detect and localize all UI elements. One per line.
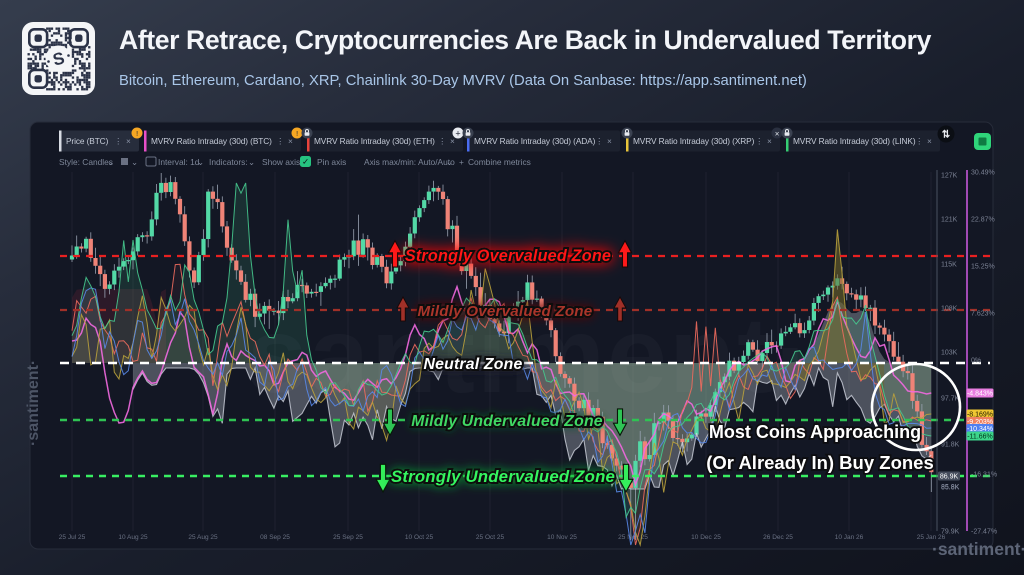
svg-text:Strongly Overvalued Zone: Strongly Overvalued Zone (405, 247, 611, 265)
svg-text:15.25%: 15.25% (971, 264, 995, 271)
svg-text:⋮: ⋮ (438, 136, 446, 146)
svg-text:⋮: ⋮ (595, 136, 603, 146)
svg-text:×: × (450, 136, 455, 146)
svg-text:×: × (767, 136, 772, 146)
svg-text:(Or Already In) Buy Zones: (Or Already In) Buy Zones (706, 452, 934, 473)
svg-text:85.8K: 85.8K (941, 484, 960, 491)
svg-text:Axis max/min: Auto/Auto: Axis max/min: Auto/Auto (364, 157, 455, 167)
svg-text:Bitcoin, Ethereum, Cardano, XR: Bitcoin, Ethereum, Cardano, XRP, Chainli… (119, 73, 807, 89)
svg-text:85.8K: 85.8K (941, 485, 960, 492)
svg-text:Most Coins Approaching: Most Coins Approaching (709, 422, 921, 442)
svg-text:·santiment·: ·santiment· (932, 539, 1024, 559)
svg-text:⋮: ⋮ (915, 136, 923, 146)
svg-text:-27.47%: -27.47% (971, 529, 997, 536)
svg-text:⌄: ⌄ (131, 157, 138, 167)
svg-text:+: + (459, 157, 464, 167)
svg-text:10 Aug 25: 10 Aug 25 (118, 534, 148, 541)
svg-text:7.623%: 7.623% (971, 311, 995, 318)
svg-text:⋮: ⋮ (114, 136, 122, 146)
svg-text:-10.34%: -10.34% (967, 426, 993, 433)
svg-text:26 Dec 25: 26 Dec 25 (763, 534, 793, 541)
svg-text:×: × (288, 136, 293, 146)
svg-text:×: × (927, 136, 932, 146)
svg-text:×: × (775, 130, 780, 139)
svg-text:121K: 121K (941, 217, 958, 224)
svg-text:⋮: ⋮ (276, 136, 284, 146)
svg-text:25 Jul 25: 25 Jul 25 (59, 534, 86, 541)
svg-text:127K: 127K (941, 173, 958, 180)
svg-text:25 Oct 25: 25 Oct 25 (476, 534, 505, 541)
svg-text:!: ! (296, 131, 298, 138)
svg-text:MVRV Ratio Intraday (30d) (ETH: MVRV Ratio Intraday (30d) (ETH) (314, 136, 435, 146)
svg-text:Strongly Undervalued Zone: Strongly Undervalued Zone (391, 467, 615, 486)
svg-text:Interval: 1d: Interval: 1d (158, 157, 200, 167)
svg-text:0%: 0% (971, 358, 981, 365)
svg-text:Mildly Undervalued Zone: Mildly Undervalued Zone (411, 413, 603, 430)
svg-text:+: + (455, 129, 460, 139)
svg-text:10 Jan 26: 10 Jan 26 (835, 534, 864, 541)
svg-text:25 Jan 26: 25 Jan 26 (917, 534, 946, 541)
svg-text:Price (BTC): Price (BTC) (66, 136, 109, 146)
svg-text:79.9K: 79.9K (941, 529, 960, 536)
svg-text:MVRV Ratio Intraday (30d) (ADA: MVRV Ratio Intraday (30d) (ADA) (474, 136, 596, 146)
svg-text:Mildly Overvalued Zone: Mildly Overvalued Zone (418, 303, 593, 320)
svg-text:×: × (607, 136, 612, 146)
svg-text:10 Nov 25: 10 Nov 25 (547, 534, 577, 541)
svg-text:22.87%: 22.87% (971, 217, 995, 224)
svg-text:-9.203%: -9.203% (967, 419, 993, 426)
svg-text:Style: Candles: Style: Candles (59, 157, 113, 167)
svg-text:25 Sep 25: 25 Sep 25 (333, 534, 363, 541)
svg-text:-8.169%: -8.169% (967, 412, 993, 419)
svg-text:×: × (126, 136, 131, 146)
svg-text:Pin axis: Pin axis (317, 157, 346, 167)
svg-text:⌄: ⌄ (107, 157, 114, 167)
svg-text:⋮: ⋮ (755, 136, 763, 146)
svg-text:Neutral Zone: Neutral Zone (424, 356, 523, 373)
svg-text:86.9K: 86.9K (940, 474, 959, 481)
svg-text:⌄: ⌄ (248, 157, 255, 167)
svg-text:-11.66%: -11.66% (967, 434, 993, 441)
svg-text:⌄: ⌄ (197, 157, 204, 167)
svg-text:30.49%: 30.49% (971, 170, 995, 177)
svg-text:-16.31%: -16.31% (971, 472, 997, 479)
svg-text:25 Aug 25: 25 Aug 25 (188, 534, 218, 541)
svg-text:97.7K: 97.7K (941, 396, 960, 403)
svg-text:Show axis: Show axis (262, 157, 300, 167)
svg-text:10 Dec 25: 10 Dec 25 (691, 534, 721, 541)
svg-text:91.8K: 91.8K (941, 442, 960, 449)
svg-text:115K: 115K (941, 262, 957, 269)
svg-text:After Retrace, Cryptocurrencie: After Retrace, Cryptocurrencies Are Back… (119, 25, 932, 55)
svg-text:✓: ✓ (302, 157, 309, 167)
svg-text:108K: 108K (941, 306, 958, 313)
svg-text:103K: 103K (941, 350, 958, 357)
svg-text:⇅: ⇅ (942, 130, 951, 141)
svg-text:Combine metrics: Combine metrics (468, 157, 531, 167)
svg-text:-4.843%: -4.843% (967, 391, 993, 398)
svg-text:MVRV Ratio Intraday (30d) (BTC: MVRV Ratio Intraday (30d) (BTC) (151, 136, 272, 146)
svg-text:MVRV Ratio Intraday (30d) (LIN: MVRV Ratio Intraday (30d) (LINK) (793, 136, 916, 146)
svg-text:S: S (51, 48, 67, 69)
svg-text:08 Sep 25: 08 Sep 25 (260, 534, 290, 541)
svg-text:⌄: ⌄ (446, 157, 453, 167)
svg-text:!: ! (136, 131, 138, 138)
svg-text:MVRV Ratio Intraday (30d) (XRP: MVRV Ratio Intraday (30d) (XRP) (633, 136, 755, 146)
svg-text:Indicators:: Indicators: (209, 157, 248, 167)
svg-text:10 Oct 25: 10 Oct 25 (405, 534, 434, 541)
svg-text:·santiment·: ·santiment· (25, 360, 42, 446)
